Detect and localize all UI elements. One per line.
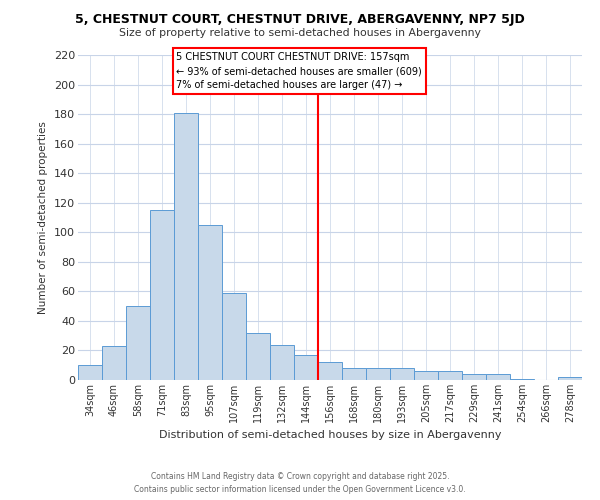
Bar [102,346,126,380]
X-axis label: Distribution of semi-detached houses by size in Abergavenny: Distribution of semi-detached houses by … [159,430,501,440]
Text: 5, CHESTNUT COURT, CHESTNUT DRIVE, ABERGAVENNY, NP7 5JD: 5, CHESTNUT COURT, CHESTNUT DRIVE, ABERG… [75,12,525,26]
Bar [462,374,486,380]
Bar [366,368,390,380]
Bar [342,368,366,380]
Bar [414,371,438,380]
Bar [486,374,510,380]
Bar [150,210,174,380]
Bar [558,377,582,380]
Bar [174,112,198,380]
Bar [270,344,294,380]
Text: Size of property relative to semi-detached houses in Abergavenny: Size of property relative to semi-detach… [119,28,481,38]
Text: Contains HM Land Registry data © Crown copyright and database right 2025.
Contai: Contains HM Land Registry data © Crown c… [134,472,466,494]
Bar [438,371,462,380]
Y-axis label: Number of semi-detached properties: Number of semi-detached properties [38,121,49,314]
Bar [78,365,102,380]
Bar [510,378,534,380]
Text: 5 CHESTNUT COURT CHESTNUT DRIVE: 157sqm
← 93% of semi-detached houses are smalle: 5 CHESTNUT COURT CHESTNUT DRIVE: 157sqm … [176,52,422,90]
Bar [318,362,342,380]
Bar [198,225,222,380]
Bar [222,293,246,380]
Bar [294,355,318,380]
Bar [126,306,150,380]
Bar [246,332,270,380]
Bar [390,368,414,380]
